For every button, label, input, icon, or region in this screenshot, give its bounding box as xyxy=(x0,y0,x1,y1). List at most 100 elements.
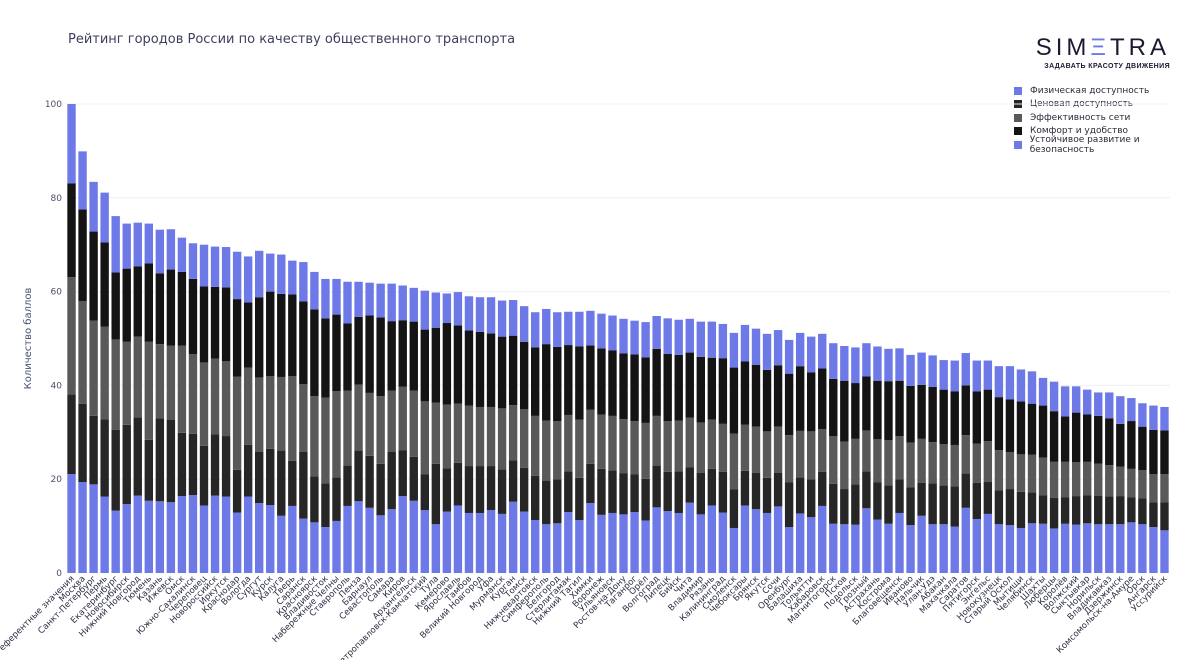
bar-segment xyxy=(873,346,882,381)
bar-segment xyxy=(773,426,783,473)
bar-segment xyxy=(939,389,948,445)
bar-segment xyxy=(508,300,518,336)
bar-segment xyxy=(994,397,1004,451)
bar-segment xyxy=(1027,523,1037,573)
bar-segment xyxy=(553,312,562,347)
bar-segment xyxy=(1160,502,1169,531)
bar-segment xyxy=(497,513,507,573)
bar-segment xyxy=(751,472,761,510)
bar-segment xyxy=(100,496,109,573)
bar-segment xyxy=(221,247,231,288)
bar-segment xyxy=(961,435,970,474)
bar-segment xyxy=(751,426,761,473)
bar-segment xyxy=(939,444,948,486)
bar-segment xyxy=(674,354,683,421)
bar-segment xyxy=(409,287,418,322)
bar-segment xyxy=(1149,405,1158,430)
bar-segment xyxy=(243,444,253,497)
bar-segment xyxy=(310,522,319,573)
bar-segment xyxy=(641,322,650,358)
bar-segment xyxy=(486,333,496,407)
bar-segment xyxy=(453,325,463,404)
bar-segment xyxy=(1149,429,1158,475)
bar-segment xyxy=(398,496,407,573)
bar-segment xyxy=(310,396,319,477)
bar-segment xyxy=(122,424,131,505)
bar-segment xyxy=(950,360,959,392)
bar-segment xyxy=(950,526,959,573)
bar-segment xyxy=(696,514,705,573)
bar-segment xyxy=(1160,406,1169,431)
bar-segment xyxy=(1127,468,1136,498)
bar-segment xyxy=(442,323,452,405)
bar-segment xyxy=(972,482,981,520)
bar-segment xyxy=(1116,524,1125,573)
bar-segment xyxy=(674,420,683,472)
bar-segment xyxy=(299,451,308,519)
bar-segment xyxy=(1016,491,1026,528)
bar-segment xyxy=(619,514,628,573)
legend-label: Физическая доступность xyxy=(1030,85,1150,96)
bar-segment xyxy=(508,405,518,461)
bar-segment xyxy=(266,253,275,292)
bar-segment xyxy=(166,345,176,420)
bar-segment xyxy=(255,297,264,378)
bar-segment xyxy=(983,482,993,514)
bar-segment xyxy=(862,430,871,472)
bar-segment xyxy=(188,433,198,496)
bar-segment xyxy=(983,513,993,573)
bar-segment xyxy=(332,278,341,315)
bar-segment xyxy=(630,421,639,475)
bar-segment xyxy=(928,355,937,387)
bar-segment xyxy=(1071,496,1081,525)
bar-segment xyxy=(1105,392,1114,419)
bar-segment xyxy=(597,514,606,573)
bar-segment xyxy=(354,316,363,385)
bar-segment xyxy=(155,501,165,573)
bar-segment xyxy=(1105,524,1114,573)
bar-segment xyxy=(818,333,827,369)
bar-segment xyxy=(321,483,330,528)
bar-segment xyxy=(873,380,882,440)
logo-tagline: ЗАДАВАТЬ КРАСОТУ ДВИЖЕНИЯ xyxy=(1044,63,1170,70)
bar-segment xyxy=(243,367,253,445)
bar-segment xyxy=(409,390,418,457)
bar-segment xyxy=(553,421,562,480)
bar-segment xyxy=(851,524,860,573)
bar-segment xyxy=(928,442,937,484)
bar-segment xyxy=(431,524,441,573)
bar-segment xyxy=(100,326,109,420)
bar-segment xyxy=(365,282,374,316)
bar-segment xyxy=(111,429,120,511)
bar-segment xyxy=(1094,463,1103,496)
bar-segment xyxy=(740,324,750,362)
bar-segment xyxy=(895,479,904,513)
chart-title: Рейтинг городов России по качеству общес… xyxy=(68,32,516,47)
bar-segment xyxy=(751,328,761,365)
bar-segment xyxy=(1105,418,1114,466)
bar-segment xyxy=(310,271,319,310)
bar-segment xyxy=(420,474,429,511)
bar-segment xyxy=(376,283,385,318)
bar-segment xyxy=(773,472,783,507)
bar-segment xyxy=(972,360,981,392)
bar-segment xyxy=(564,345,573,415)
bar-segment xyxy=(122,268,131,342)
bar-segment xyxy=(111,272,120,340)
bar-segment xyxy=(508,501,518,573)
bar-segment xyxy=(840,489,849,525)
bar-segment xyxy=(376,396,385,464)
bar-segment xyxy=(243,496,253,573)
bar-segment xyxy=(895,436,904,480)
bar-segment xyxy=(442,468,452,512)
bar-segment xyxy=(442,293,452,324)
bar-segment xyxy=(619,318,628,354)
bar-segment xyxy=(564,512,573,573)
bar-segment xyxy=(884,523,893,573)
bar-segment xyxy=(1016,454,1026,492)
bar-segment xyxy=(431,463,441,525)
bar-segment xyxy=(575,311,584,347)
bar-segment xyxy=(542,420,551,481)
bar-segment xyxy=(531,475,540,521)
bar-segment xyxy=(829,343,838,379)
